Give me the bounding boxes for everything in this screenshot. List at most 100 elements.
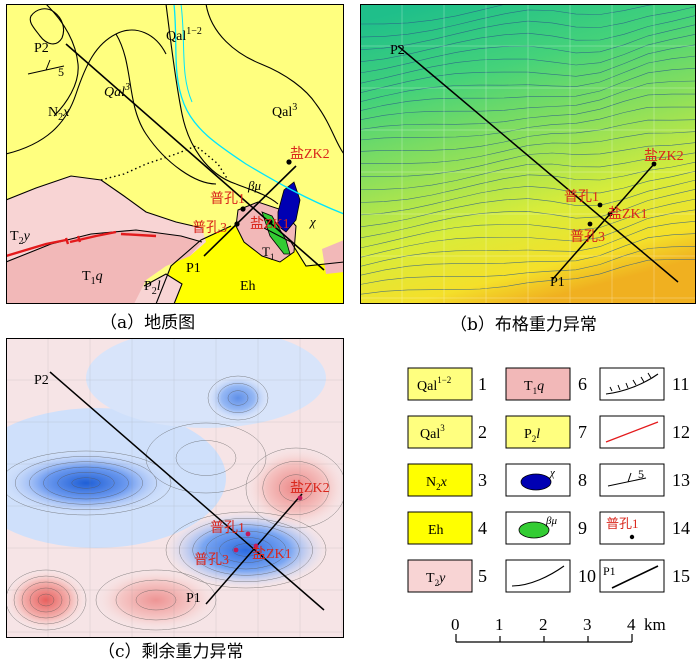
well-pu1-dot bbox=[240, 206, 246, 212]
label-n2x: N2x bbox=[48, 105, 70, 123]
well-pu1-dot bbox=[245, 531, 251, 537]
caption-c: （c）剩余重力异常 bbox=[98, 642, 244, 662]
caption-a: （a）地质图 bbox=[100, 313, 196, 333]
well-pu1-label: 普孔1 bbox=[210, 191, 245, 207]
label-qal3-left: Qal3 bbox=[104, 82, 130, 100]
gravity-low-north bbox=[208, 376, 268, 420]
gravity-high-sw bbox=[6, 570, 86, 630]
well-pu1-label: 普孔1 bbox=[210, 520, 245, 536]
label-qal3-right: Qal3 bbox=[272, 102, 297, 120]
svg-text:5: 5 bbox=[638, 467, 644, 481]
scale-unit: km bbox=[644, 615, 666, 634]
well-zk1-dot bbox=[267, 219, 273, 225]
label-p1: P1 bbox=[550, 275, 565, 290]
p2l-unit bbox=[134, 274, 182, 304]
legend-item-9: βμ 9 bbox=[505, 511, 587, 545]
well-zk1-label: 盐ZK1 bbox=[252, 546, 292, 562]
river-branch bbox=[180, 4, 193, 103]
legend-item-4: Eh 4 bbox=[407, 511, 487, 545]
legend-item-11: 11 bbox=[599, 367, 689, 401]
label-chi: χ bbox=[308, 214, 316, 229]
svg-text:4: 4 bbox=[478, 518, 487, 538]
gravity-low-center bbox=[166, 512, 326, 588]
right-t-unit bbox=[322, 240, 344, 274]
residual-contours bbox=[6, 375, 344, 631]
well-zk2-label: 盐ZK2 bbox=[644, 148, 684, 164]
well-zk2-dot bbox=[286, 159, 292, 165]
map-frame bbox=[360, 4, 696, 304]
geologic-boundaries bbox=[6, 4, 344, 304]
label-p2l: P2l bbox=[144, 279, 161, 297]
grid-lines bbox=[6, 338, 344, 638]
svg-text:Qal3: Qal3 bbox=[420, 423, 445, 442]
legend-item-1: Qal1−2 1 bbox=[407, 367, 487, 401]
svg-text:10: 10 bbox=[578, 566, 596, 586]
svg-text:5: 5 bbox=[478, 566, 487, 586]
label-beta-mu: βμ bbox=[247, 178, 261, 193]
section-line-cross bbox=[551, 163, 655, 281]
svg-text:P1: P1 bbox=[603, 564, 616, 578]
section-line-p1-p2 bbox=[65, 43, 325, 271]
svg-text:χ: χ bbox=[549, 467, 556, 479]
well-pu3-dot bbox=[234, 221, 240, 227]
svg-text:15: 15 bbox=[672, 566, 690, 586]
label-p2: P2 bbox=[390, 43, 405, 58]
legend-item-2: Qal3 2 bbox=[407, 415, 487, 449]
scale-tick-2: 2 bbox=[539, 615, 548, 634]
svg-text:12: 12 bbox=[672, 422, 690, 442]
well-pu3-label: 普孔3 bbox=[192, 220, 227, 236]
well-zk2-dot bbox=[297, 495, 303, 501]
section-line-p1-p2 bbox=[397, 45, 679, 283]
scale-tick-0: 0 bbox=[451, 615, 460, 634]
geologic-map: P2 5 Qal1−2 Qal3 Qal3 N2x T2y T1q P2l Eh… bbox=[6, 4, 344, 304]
label-p2: P2 bbox=[34, 41, 49, 56]
well-zk1-label: 盐ZK1 bbox=[608, 206, 648, 222]
svg-text:1: 1 bbox=[478, 374, 487, 394]
label-p1: P1 bbox=[186, 261, 201, 276]
well-zk2-dot bbox=[651, 161, 657, 167]
well-zk2-label: 盐ZK2 bbox=[290, 146, 330, 162]
well-pu3-label: 普孔3 bbox=[194, 552, 229, 568]
label-p1: P1 bbox=[186, 591, 201, 606]
section-line-cross bbox=[205, 493, 303, 605]
faults bbox=[6, 230, 157, 258]
river bbox=[173, 4, 344, 215]
legend-item-13: 5 13 bbox=[599, 463, 690, 497]
svg-text:9: 9 bbox=[578, 518, 587, 538]
label-p2: P2 bbox=[34, 373, 49, 388]
gravity-high-east bbox=[246, 448, 344, 528]
svg-text:3: 3 bbox=[478, 470, 487, 490]
svg-text:Eh: Eh bbox=[428, 523, 444, 538]
scale-tick-1: 1 bbox=[495, 615, 504, 634]
eh-unit bbox=[156, 226, 344, 304]
label-dip: 5 bbox=[58, 65, 64, 79]
svg-text:14: 14 bbox=[672, 518, 690, 538]
svg-text:13: 13 bbox=[672, 470, 690, 490]
well-zk2-label: 盐ZK2 bbox=[290, 480, 330, 496]
scale-tick-4: 4 bbox=[627, 615, 636, 634]
legend-item-14: 普孔1 14 bbox=[599, 511, 690, 545]
svg-text:Qal1−2: Qal1−2 bbox=[417, 375, 451, 394]
legend-item-15: P1 15 bbox=[599, 559, 690, 593]
legend-item-3: N2x 3 bbox=[407, 463, 487, 497]
svg-text:11: 11 bbox=[672, 374, 689, 394]
well-pu3-label: 普孔3 bbox=[570, 229, 605, 245]
residual-gravity-map: P2 P1 盐ZK2 普孔1 普孔3 盐ZK1 bbox=[6, 338, 344, 638]
legend-item-5: T2y 5 bbox=[407, 559, 487, 593]
label-qal12: Qal1−2 bbox=[166, 26, 202, 44]
svg-text:βμ: βμ bbox=[545, 515, 557, 527]
label-t1: T1 bbox=[262, 244, 274, 262]
caption-b: （b）布格重力异常 bbox=[450, 315, 597, 335]
well-zk1-dot bbox=[253, 543, 259, 549]
svg-text:T1q: T1q bbox=[524, 379, 544, 396]
t1q-unit bbox=[6, 230, 202, 304]
well-pu1-label: 普孔1 bbox=[564, 189, 599, 205]
svg-text:普孔1: 普孔1 bbox=[606, 516, 639, 531]
bouguer-gravity-map: P2 P1 盐ZK2 普孔1 普孔3 盐ZK1 bbox=[360, 4, 696, 304]
svg-text:7: 7 bbox=[578, 422, 587, 442]
grid-lines bbox=[360, 4, 696, 304]
gravity-low-west bbox=[6, 451, 171, 515]
scale-tick-3: 3 bbox=[583, 615, 592, 634]
gravity-high-south bbox=[96, 570, 216, 630]
svg-text:2: 2 bbox=[478, 422, 487, 442]
